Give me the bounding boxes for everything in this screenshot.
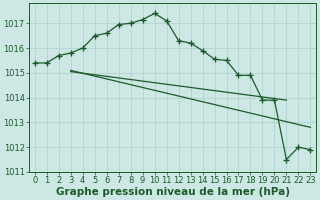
X-axis label: Graphe pression niveau de la mer (hPa): Graphe pression niveau de la mer (hPa): [56, 187, 290, 197]
